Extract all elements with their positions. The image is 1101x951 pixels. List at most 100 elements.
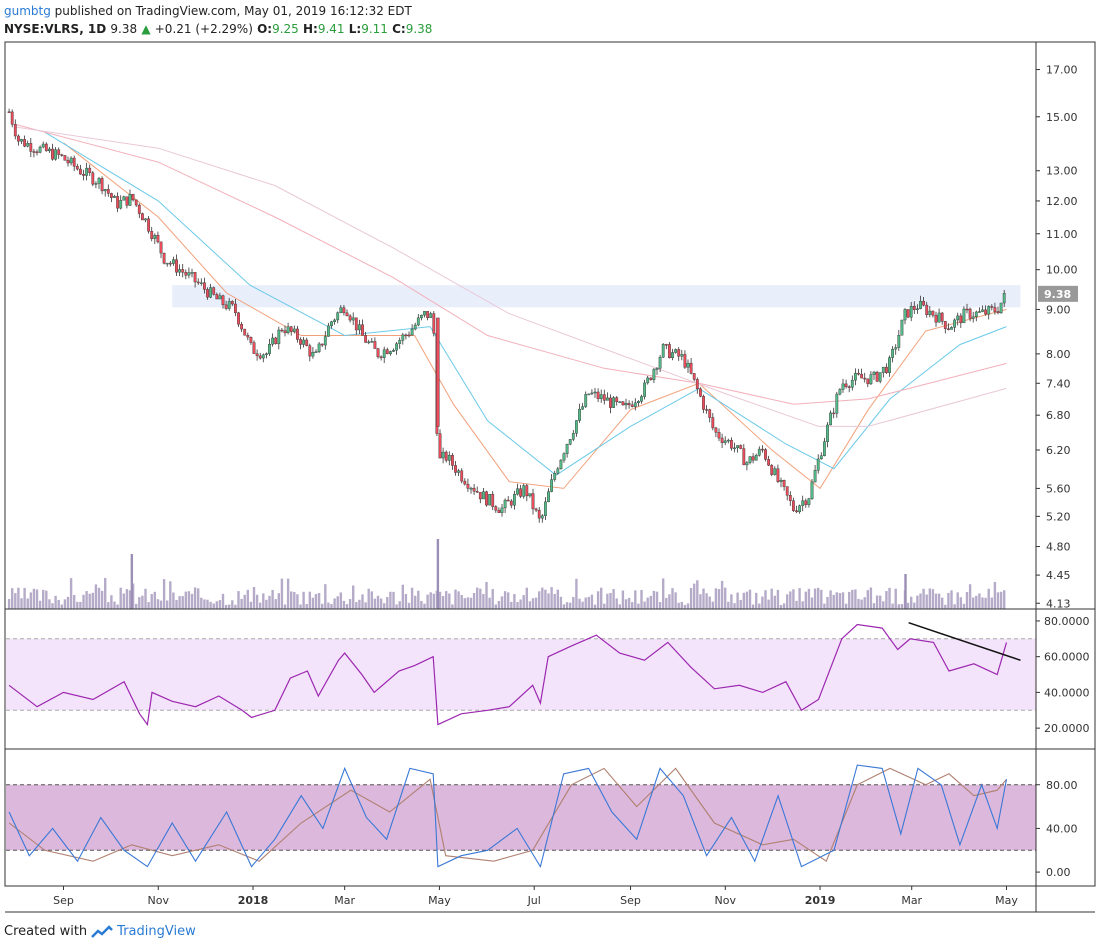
price-pane[interactable]: [7, 108, 1021, 523]
volume-bar: [125, 589, 129, 609]
volume-bar: [658, 602, 662, 609]
candle-up: [661, 344, 665, 358]
candle-up: [823, 441, 826, 456]
candle-down: [993, 307, 997, 313]
volume-bar: [742, 592, 746, 609]
candle-down: [912, 306, 916, 310]
rsi-pane[interactable]: [6, 622, 1036, 727]
candle-up: [584, 394, 588, 407]
volume-bar: [894, 588, 897, 609]
volume-bar: [11, 588, 14, 609]
volume-bar: [358, 599, 361, 609]
candle-down: [943, 321, 947, 329]
candle-down: [91, 172, 95, 185]
volume-bar: [237, 591, 240, 609]
time-tick-label: Mar: [901, 894, 922, 907]
candle-up: [69, 157, 73, 164]
candle-down: [252, 342, 256, 354]
volume-bar: [23, 587, 26, 609]
volume-bar: [593, 604, 597, 609]
candle-up: [854, 372, 857, 381]
open-value: 9.25: [272, 22, 299, 36]
candle-up: [658, 357, 662, 369]
volume-bar: [187, 591, 191, 609]
candle-up: [643, 382, 647, 397]
candle-down: [296, 328, 299, 340]
candle-down: [361, 324, 364, 336]
volume-bar: [420, 600, 423, 609]
volume-bar: [934, 593, 938, 609]
candle-up: [547, 491, 550, 503]
candle-up: [878, 372, 882, 382]
candle-down: [116, 196, 120, 209]
candle-up: [416, 317, 420, 326]
candle-down: [466, 483, 470, 489]
stochastic-pane[interactable]: [6, 764, 1036, 869]
last-price-badge: [1038, 285, 1078, 302]
candle-down: [376, 348, 380, 358]
candle-down: [463, 480, 467, 485]
volume-bar: [491, 589, 494, 609]
volume-bar: [221, 593, 225, 609]
candle-up: [420, 314, 423, 319]
volume-bar: [792, 589, 795, 609]
candle-down: [857, 372, 860, 375]
moving-average-1: [63, 142, 1007, 490]
author-link[interactable]: gumbtg: [4, 4, 51, 18]
volume-bar: [144, 588, 147, 609]
symbol-label[interactable]: NYSE:VLRS, 1D: [4, 22, 107, 36]
candle-down: [711, 417, 715, 429]
candle-down: [720, 437, 724, 443]
candle-up: [122, 196, 126, 201]
volume-bar: [135, 603, 138, 609]
candle-up: [447, 455, 451, 461]
last-price: 9.38: [110, 22, 138, 36]
tradingview-brand[interactable]: TradingView: [117, 924, 196, 939]
candle-up: [94, 183, 98, 185]
candle-down: [627, 403, 631, 406]
candle-down: [308, 345, 312, 357]
candle-down: [860, 373, 864, 379]
publish-line: gumbtg published on TradingView.com, May…: [4, 2, 432, 20]
candle-up: [265, 353, 268, 356]
volume-bar: [141, 595, 144, 609]
candle-down: [342, 307, 346, 314]
time-tick-label: Mar: [334, 894, 355, 907]
volume-bar: [953, 604, 956, 609]
candle-up: [816, 458, 820, 471]
candle-down: [708, 409, 712, 418]
candle-up: [829, 412, 833, 426]
volume-bar: [342, 600, 346, 609]
candle-up: [550, 479, 554, 492]
tradingview-logo-icon: [91, 924, 114, 938]
high-label: H:: [302, 22, 318, 36]
candle-up: [646, 377, 650, 384]
volume-bar: [162, 579, 166, 609]
volume-bar: [314, 594, 318, 609]
candle-up: [41, 143, 45, 148]
volume-bar: [925, 594, 928, 609]
volume-bar: [330, 604, 333, 609]
candle-down: [767, 459, 771, 466]
volume-bar: [931, 589, 935, 609]
volume-bar: [97, 587, 101, 609]
volume-bar: [414, 595, 417, 609]
candle-up: [553, 473, 557, 480]
candle-down: [804, 500, 808, 505]
candle-down: [137, 204, 141, 214]
candle-down: [17, 135, 20, 142]
candle-up: [903, 309, 907, 321]
candle-up: [1002, 293, 1006, 304]
volume-bar: [993, 581, 997, 609]
volume-bar: [401, 584, 405, 609]
rsi-line: [8, 623, 1008, 727]
candle-up: [556, 468, 560, 474]
volume-bar: [57, 599, 60, 609]
volume-bar: [209, 601, 212, 609]
candle-down: [885, 366, 888, 373]
candle-up: [686, 362, 690, 368]
volume-bar: [45, 590, 48, 609]
volume-bar: [922, 588, 925, 609]
volume-bar: [900, 604, 904, 609]
